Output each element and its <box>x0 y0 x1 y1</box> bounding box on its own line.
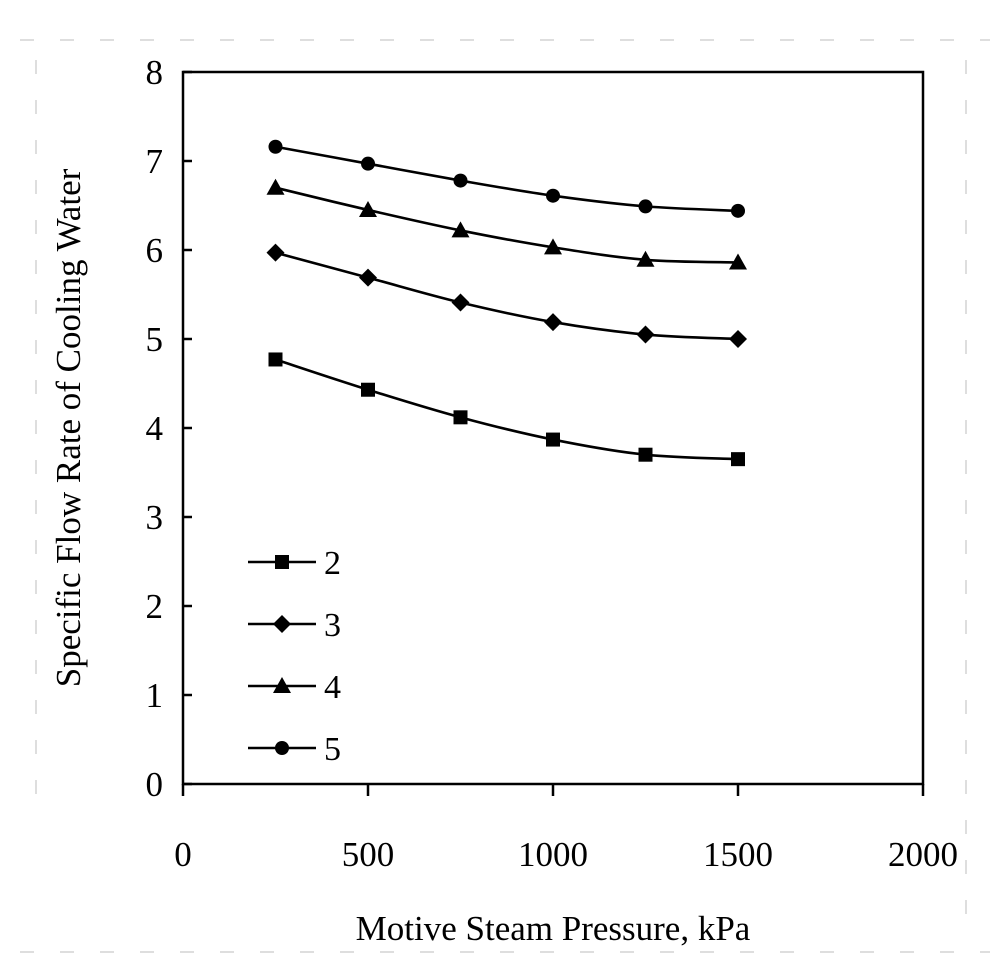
data-point-3 <box>636 325 655 344</box>
data-point-2 <box>361 382 375 397</box>
legend-item-5: 5 <box>248 731 341 768</box>
data-point-4 <box>729 253 747 270</box>
data-point-4 <box>544 238 562 255</box>
data-point-4 <box>451 221 470 238</box>
legend-label: 3 <box>324 607 341 644</box>
data-point-3 <box>451 293 470 312</box>
data-point-3 <box>266 243 285 262</box>
y-tick-label: 1 <box>146 676 164 715</box>
legend-item-4: 4 <box>248 669 341 706</box>
y-tick-label: 6 <box>146 231 164 270</box>
data-point-3 <box>729 330 747 348</box>
data-point-5 <box>453 173 468 188</box>
series-2 <box>268 352 745 467</box>
data-point-2 <box>546 432 560 447</box>
data-point-5 <box>268 139 283 154</box>
series-4 <box>266 178 747 270</box>
y-tick-label: 7 <box>146 142 164 181</box>
series-line-4 <box>275 186 739 264</box>
data-point-3 <box>544 313 562 332</box>
data-point-2 <box>731 452 745 467</box>
data-point-3 <box>359 268 377 287</box>
series-line-3 <box>275 251 739 341</box>
legend-marker <box>273 677 291 693</box>
data-point-5 <box>638 199 653 214</box>
legend: 2 3 4 5 <box>248 545 341 768</box>
legend-marker <box>275 741 289 755</box>
data-point-4 <box>636 250 655 267</box>
data-point-4 <box>359 200 377 217</box>
legend-label: 2 <box>324 545 341 582</box>
y-tick-label: 3 <box>146 498 164 537</box>
series-5 <box>268 139 745 218</box>
x-tick-label: 500 <box>342 835 395 874</box>
legend-label: 4 <box>324 669 341 706</box>
legend-label: 5 <box>324 731 341 768</box>
x-tick-label: 1500 <box>703 835 773 874</box>
data-point-4 <box>266 178 285 195</box>
y-tick-label: 4 <box>146 409 164 448</box>
series-line-2 <box>275 358 739 461</box>
y-tick-label: 5 <box>146 320 164 359</box>
series-line-5 <box>275 145 739 213</box>
data-point-2 <box>268 352 283 367</box>
y-tick-label: 8 <box>146 53 164 92</box>
y-axis-title: Specific Flow Rate of Cooling Water <box>49 168 88 687</box>
x-tick-label: 2000 <box>888 835 958 874</box>
legend-item-2: 2 <box>248 545 341 582</box>
data-point-5 <box>361 156 375 171</box>
x-tick-label: 0 <box>174 835 192 874</box>
series-3 <box>266 243 747 348</box>
data-point-2 <box>638 447 653 462</box>
legend-marker <box>273 615 291 633</box>
y-tick-label: 2 <box>146 587 164 626</box>
x-axis: 0 500 1000 1500 2000 <box>174 784 958 874</box>
legend-marker <box>275 555 289 569</box>
y-tick-label: 0 <box>146 765 164 804</box>
series-layer <box>266 139 747 467</box>
y-axis: 0 1 2 3 4 5 6 7 8 <box>146 53 192 804</box>
data-point-5 <box>546 188 560 203</box>
x-axis-title: Motive Steam Pressure, kPa <box>356 909 751 948</box>
x-tick-label: 1000 <box>518 835 588 874</box>
plot-frame <box>181 70 925 786</box>
data-point-5 <box>731 203 745 218</box>
data-point-2 <box>453 410 468 425</box>
legend-item-3: 3 <box>248 607 341 644</box>
